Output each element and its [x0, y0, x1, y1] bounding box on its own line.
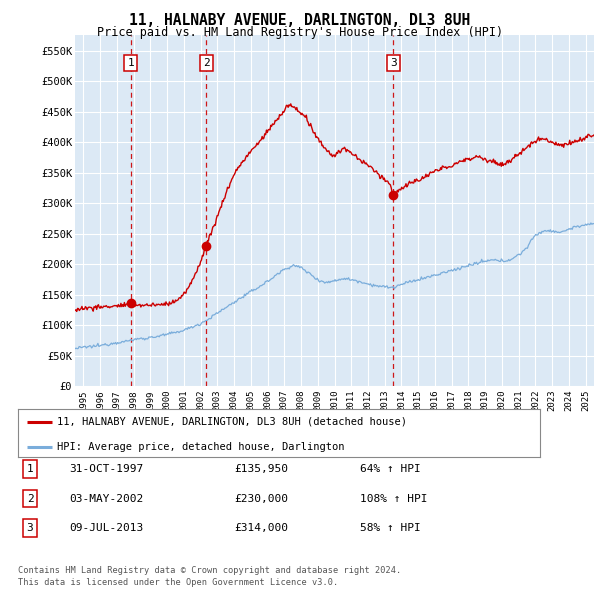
Text: 1: 1: [127, 58, 134, 68]
Text: 03-MAY-2002: 03-MAY-2002: [69, 494, 143, 503]
Text: £314,000: £314,000: [234, 523, 288, 533]
Text: 3: 3: [390, 58, 397, 68]
Text: £135,950: £135,950: [234, 464, 288, 474]
Text: 1: 1: [26, 464, 34, 474]
Text: 09-JUL-2013: 09-JUL-2013: [69, 523, 143, 533]
Text: 11, HALNABY AVENUE, DARLINGTON, DL3 8UH (detached house): 11, HALNABY AVENUE, DARLINGTON, DL3 8UH …: [57, 417, 407, 427]
Text: £230,000: £230,000: [234, 494, 288, 503]
Text: 58% ↑ HPI: 58% ↑ HPI: [360, 523, 421, 533]
Text: 3: 3: [26, 523, 34, 533]
Text: 2: 2: [26, 494, 34, 503]
Text: 31-OCT-1997: 31-OCT-1997: [69, 464, 143, 474]
Text: Price paid vs. HM Land Registry's House Price Index (HPI): Price paid vs. HM Land Registry's House …: [97, 26, 503, 39]
Text: 11, HALNABY AVENUE, DARLINGTON, DL3 8UH: 11, HALNABY AVENUE, DARLINGTON, DL3 8UH: [130, 13, 470, 28]
Text: 64% ↑ HPI: 64% ↑ HPI: [360, 464, 421, 474]
Text: HPI: Average price, detached house, Darlington: HPI: Average price, detached house, Darl…: [57, 441, 344, 451]
Text: 108% ↑ HPI: 108% ↑ HPI: [360, 494, 427, 503]
Text: Contains HM Land Registry data © Crown copyright and database right 2024.
This d: Contains HM Land Registry data © Crown c…: [18, 566, 401, 587]
Text: 2: 2: [203, 58, 209, 68]
